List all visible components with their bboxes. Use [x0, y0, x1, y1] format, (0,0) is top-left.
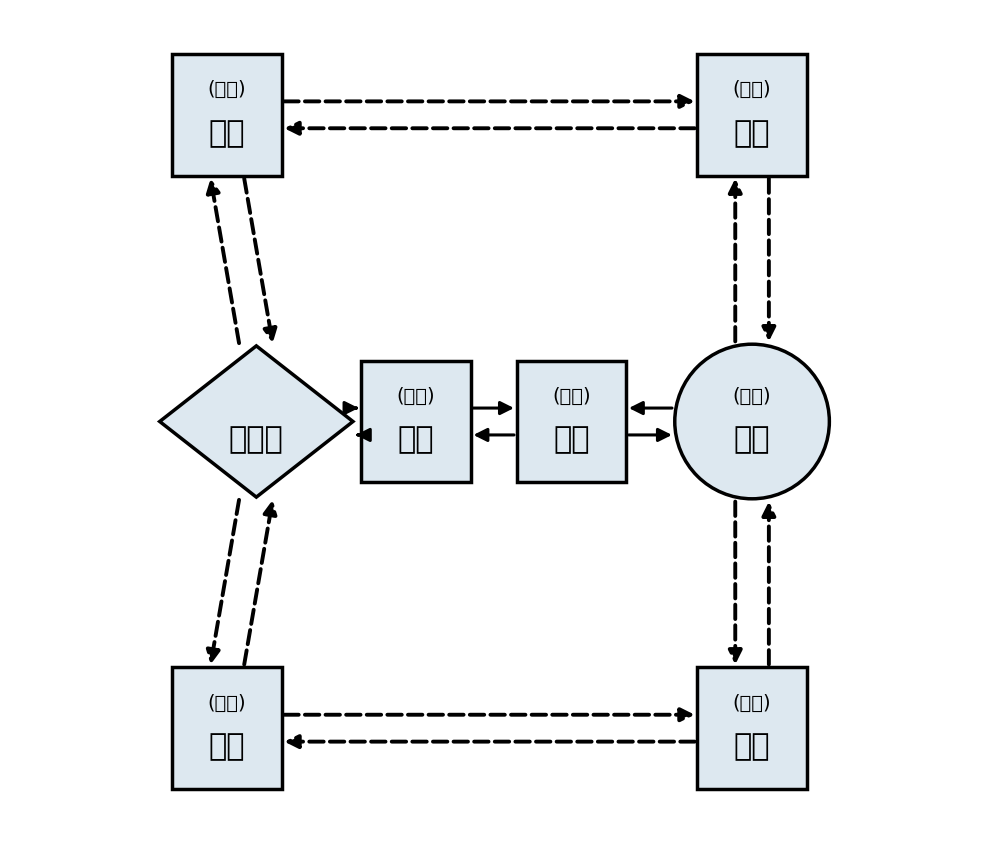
Text: 节点: 节点: [553, 426, 590, 454]
Text: 源节点: 源节点: [229, 426, 284, 454]
FancyBboxPatch shape: [361, 361, 471, 482]
Text: 节点: 节点: [209, 119, 245, 148]
Text: (中间): (中间): [397, 387, 435, 405]
Text: (中间): (中间): [733, 694, 771, 712]
FancyBboxPatch shape: [172, 54, 282, 175]
Text: 节点: 节点: [734, 426, 770, 454]
Text: 节点: 节点: [734, 733, 770, 761]
Text: (目的): (目的): [733, 387, 771, 405]
Text: (中间): (中间): [733, 80, 771, 99]
Text: 节点: 节点: [734, 119, 770, 148]
Text: 节点: 节点: [398, 426, 434, 454]
FancyBboxPatch shape: [172, 668, 282, 789]
FancyBboxPatch shape: [517, 361, 626, 482]
Text: (中间): (中间): [208, 694, 246, 712]
Polygon shape: [160, 346, 353, 497]
FancyBboxPatch shape: [697, 54, 807, 175]
FancyBboxPatch shape: [697, 668, 807, 789]
Text: (中间): (中间): [552, 387, 591, 405]
Circle shape: [675, 344, 829, 499]
Text: (中间): (中间): [208, 80, 246, 99]
Text: 节点: 节点: [209, 733, 245, 761]
